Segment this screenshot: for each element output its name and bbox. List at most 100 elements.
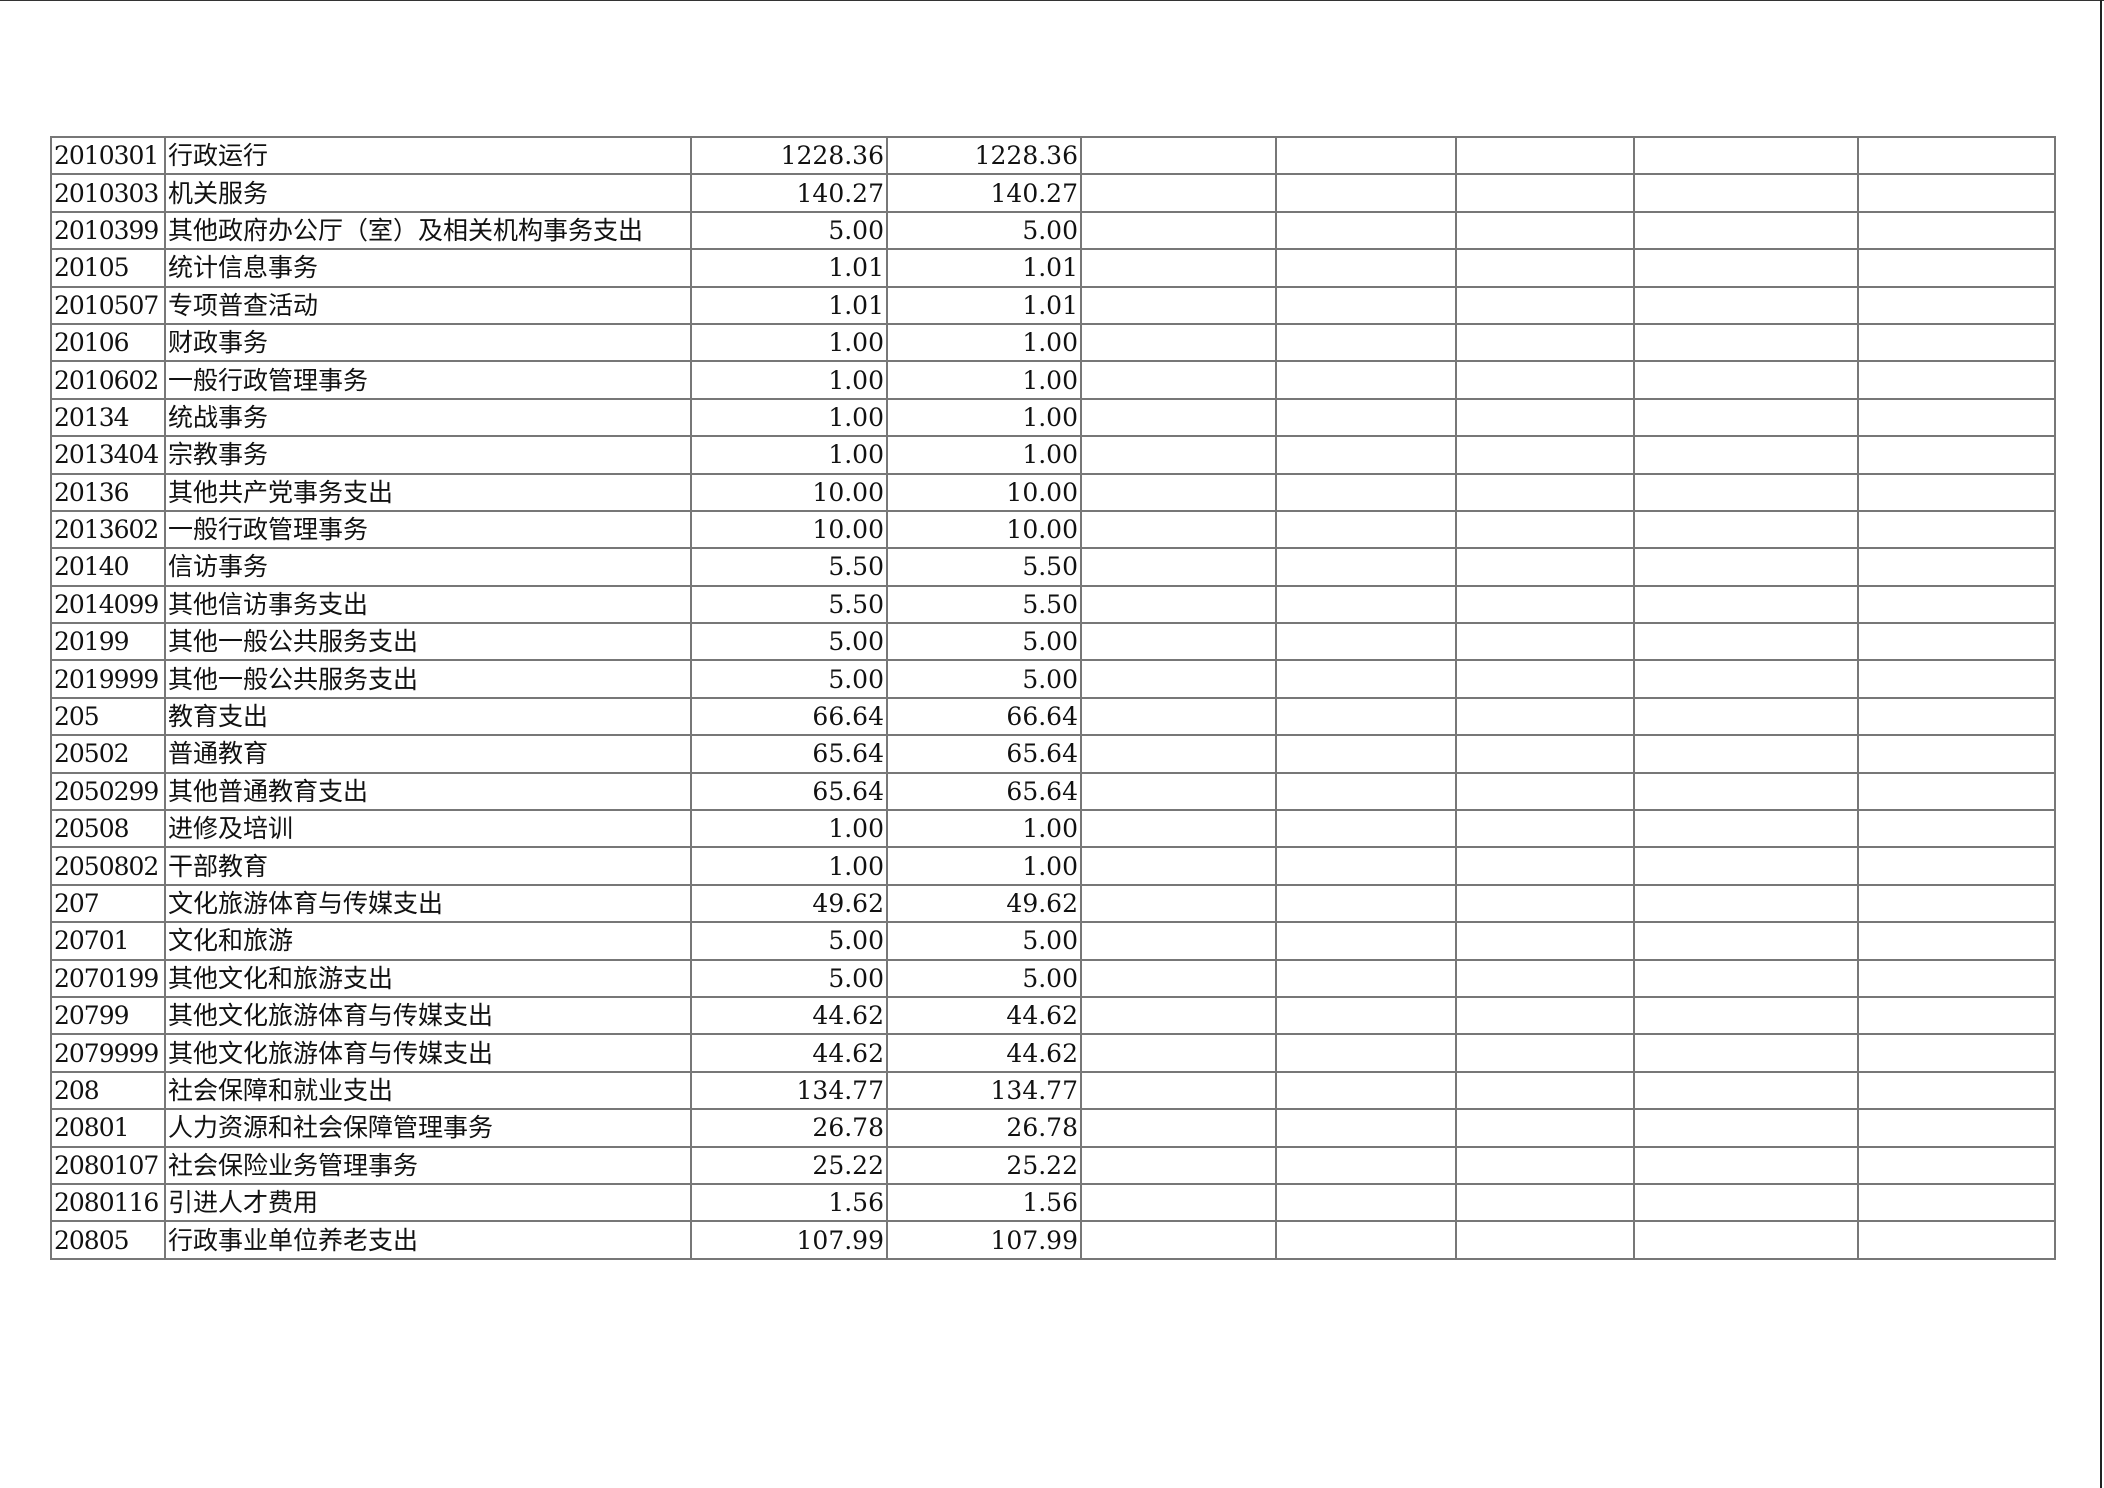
name-cell: 其他普通教育支出: [164, 771, 692, 812]
name-cell: 一般行政管理事务: [164, 509, 692, 550]
code-cell: 208: [50, 1070, 166, 1111]
empty-cell: [1080, 173, 1277, 213]
empty-cell: [1633, 622, 1859, 662]
empty-cell: [1275, 1070, 1457, 1111]
empty-cell: [1275, 1033, 1457, 1073]
total-cell: 25.22: [690, 1145, 888, 1185]
table-row: 2014099 其他信访事务支出 5.50 5.50: [50, 584, 2056, 625]
name-cell: 其他信访事务支出: [164, 584, 692, 625]
empty-cell: [1455, 809, 1635, 849]
empty-cell: [1455, 322, 1635, 363]
empty-cell: [1455, 1182, 1635, 1223]
code-cell: 2080107: [50, 1145, 166, 1185]
empty-cell: [1633, 921, 1859, 961]
empty-cell: [1633, 285, 1859, 325]
empty-cell: [1633, 771, 1859, 812]
total-cell: 10.00: [690, 509, 888, 550]
table-row: 20106 财政事务 1.00 1.00: [50, 322, 2056, 363]
table-row: 2010602 一般行政管理事务 1.00 1.00: [50, 360, 2056, 400]
empty-cell: [1857, 622, 2056, 662]
basic-cell: 107.99: [886, 1220, 1082, 1260]
name-cell: 进修及培训: [164, 809, 692, 849]
basic-cell: 1.01: [886, 248, 1082, 288]
empty-cell: [1455, 771, 1635, 812]
basic-cell: 1.00: [886, 397, 1082, 438]
table-row: 2080116 引进人才费用 1.56 1.56: [50, 1182, 2056, 1223]
empty-cell: [1455, 248, 1635, 288]
table-row: 2013602 一般行政管理事务 10.00 10.00: [50, 509, 2056, 550]
empty-cell: [1275, 173, 1457, 213]
name-cell: 其他文化旅游体育与传媒支出: [164, 995, 692, 1036]
basic-cell: 1.00: [886, 435, 1082, 475]
code-cell: 207: [50, 883, 166, 924]
table-row: 20801 人力资源和社会保障管理事务 26.78 26.78: [50, 1108, 2056, 1148]
empty-cell: [1455, 173, 1635, 213]
empty-cell: [1275, 995, 1457, 1036]
empty-cell: [1633, 248, 1859, 288]
empty-cell: [1455, 1220, 1635, 1260]
empty-cell: [1080, 1070, 1277, 1111]
empty-cell: [1275, 248, 1457, 288]
total-cell: 140.27: [690, 173, 888, 213]
empty-cell: [1275, 584, 1457, 625]
name-cell: 文化和旅游: [164, 921, 692, 961]
empty-cell: [1455, 622, 1635, 662]
empty-cell: [1080, 995, 1277, 1036]
name-cell: 教育支出: [164, 696, 692, 737]
total-cell: 134.77: [690, 1070, 888, 1111]
empty-cell: [1455, 1033, 1635, 1073]
empty-cell: [1080, 883, 1277, 924]
empty-cell: [1080, 397, 1277, 438]
empty-cell: [1455, 509, 1635, 550]
name-cell: 行政运行: [164, 135, 692, 176]
code-cell: 2010602: [50, 360, 166, 400]
empty-cell: [1080, 734, 1277, 774]
empty-cell: [1080, 622, 1277, 662]
basic-cell: 44.62: [886, 1033, 1082, 1073]
basic-cell: 65.64: [886, 771, 1082, 812]
table-row: 20140 信访事务 5.50 5.50: [50, 547, 2056, 587]
total-cell: 1.01: [690, 285, 888, 325]
empty-cell: [1275, 1220, 1457, 1260]
basic-cell: 1.00: [886, 322, 1082, 363]
empty-cell: [1275, 622, 1457, 662]
empty-cell: [1080, 135, 1277, 176]
empty-cell: [1275, 472, 1457, 512]
empty-cell: [1633, 472, 1859, 512]
empty-cell: [1275, 809, 1457, 849]
name-cell: 人力资源和社会保障管理事务: [164, 1108, 692, 1148]
table-body: 2010301 行政运行 1228.36 1228.36 2010303 机关服务 140.…: [50, 135, 2056, 1260]
table-row: 2010507 专项普查活动 1.01 1.01: [50, 285, 2056, 325]
table-row: 2050802 干部教育 1.00 1.00: [50, 846, 2056, 886]
empty-cell: [1633, 509, 1859, 550]
empty-cell: [1275, 547, 1457, 587]
basic-cell: 5.00: [886, 921, 1082, 961]
table-row: 20136 其他共产党事务支出 10.00 10.00: [50, 472, 2056, 512]
empty-cell: [1857, 210, 2056, 251]
empty-cell: [1857, 322, 2056, 363]
empty-cell: [1455, 734, 1635, 774]
table-row: 208 社会保障和就业支出 134.77 134.77: [50, 1070, 2056, 1111]
basic-cell: 10.00: [886, 472, 1082, 512]
table-row: 20502 普通教育 65.64 65.64: [50, 734, 2056, 774]
empty-cell: [1455, 210, 1635, 251]
total-cell: 26.78: [690, 1108, 888, 1148]
total-cell: 5.00: [690, 659, 888, 699]
table-row: 20701 文化和旅游 5.00 5.00: [50, 921, 2056, 961]
empty-cell: [1275, 1182, 1457, 1223]
empty-cell: [1633, 1033, 1859, 1073]
budget-table: 2010301 行政运行 1228.36 1228.36 2010303 机关服务 140.…: [50, 135, 2056, 1260]
name-cell: 普通教育: [164, 734, 692, 774]
empty-cell: [1857, 547, 2056, 587]
total-cell: 1.00: [690, 322, 888, 363]
empty-cell: [1857, 921, 2056, 961]
empty-cell: [1857, 135, 2056, 176]
empty-cell: [1080, 210, 1277, 251]
empty-cell: [1080, 696, 1277, 737]
empty-cell: [1080, 1182, 1277, 1223]
empty-cell: [1455, 1108, 1635, 1148]
empty-cell: [1080, 1033, 1277, 1073]
code-cell: 2013404: [50, 435, 166, 475]
empty-cell: [1857, 1182, 2056, 1223]
empty-cell: [1275, 883, 1457, 924]
